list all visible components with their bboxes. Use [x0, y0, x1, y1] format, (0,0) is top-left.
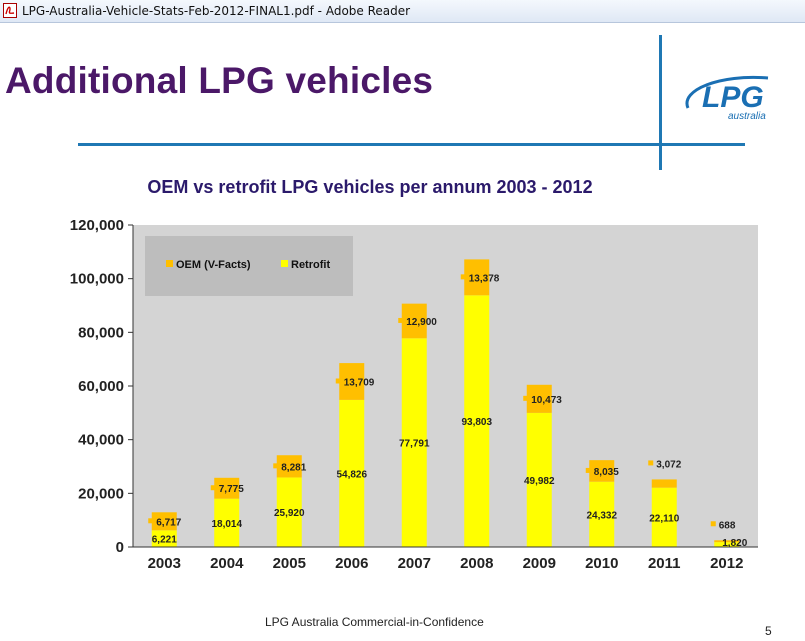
legend-oem-swatch: [166, 260, 173, 267]
legend-retrofit-label: Retrofit: [291, 259, 330, 271]
x-tick-2005: 2005: [273, 555, 306, 572]
chart-title: OEM vs retrofit LPG vehicles per annum 2…: [147, 177, 592, 197]
pdf-icon: [3, 3, 17, 18]
bar-oem-2008: [464, 259, 490, 296]
window-titlebar: LPG-Australia-Vehicle-Stats-Feb-2012-FIN…: [0, 0, 805, 23]
y-tick-label: 0: [116, 539, 124, 556]
bar-oem-2012: [714, 540, 740, 543]
y-tick-label: 100,000: [70, 271, 124, 288]
bar-retrofit-2009: [526, 412, 552, 547]
x-tick-2006: 2006: [335, 555, 368, 572]
label-oem-2009: 10,473: [531, 395, 562, 406]
y-tick-label: 120,000: [70, 217, 124, 234]
page-number: 5: [765, 624, 772, 638]
bar-chart: OEM vs retrofit LPG vehicles per annum 2…: [70, 177, 758, 572]
x-tick-2010: 2010: [585, 555, 618, 572]
label-oem-2004: 7,775: [219, 484, 244, 495]
marker-oem-2003: [148, 518, 154, 524]
y-tick-label: 60,000: [78, 378, 124, 395]
bar-retrofit-2012: [714, 542, 740, 547]
marker-oem-2008: [460, 274, 466, 280]
horizontal-rule: [78, 143, 745, 146]
bar-retrofit-2006: [339, 399, 365, 547]
marker-oem-2011: [648, 460, 654, 466]
bar-oem-2007: [401, 303, 427, 339]
bar-oem-2006: [339, 363, 365, 400]
label-retrofit-2006: 54,826: [336, 469, 367, 480]
x-tick-2011: 2011: [648, 555, 681, 572]
footer-text: LPG Australia Commercial-in-Confidence: [265, 615, 484, 629]
legend-oem-label: OEM (V-Facts): [176, 259, 251, 271]
marker-oem-2006: [335, 378, 341, 384]
legend-retrofit-swatch: [281, 260, 288, 267]
label-oem-2006: 13,709: [344, 377, 375, 388]
label-oem-2010: 8,035: [594, 467, 619, 478]
x-tick-2009: 2009: [523, 555, 556, 572]
x-tick-2007: 2007: [398, 555, 431, 572]
label-retrofit-2008: 93,803: [461, 417, 492, 428]
lpg-australia-logo: LPG australia: [685, 75, 769, 122]
label-oem-2012: 688: [719, 520, 736, 531]
label-retrofit-2004: 18,014: [211, 519, 242, 530]
label-retrofit-2007: 77,791: [399, 439, 430, 450]
bar-oem-2005: [276, 455, 302, 478]
bar-retrofit-2011: [651, 487, 677, 547]
label-retrofit-2012: 1,820: [722, 538, 747, 549]
label-retrofit-2010: 24,332: [586, 510, 617, 521]
marker-oem-2005: [273, 463, 279, 469]
bar-retrofit-2003: [151, 530, 177, 547]
bar-oem-2011: [651, 479, 677, 488]
bar-oem-2004: [214, 477, 240, 499]
bar-retrofit-2008: [464, 295, 490, 547]
y-tick-label: 40,000: [78, 432, 124, 449]
logo-text: LPG: [702, 81, 764, 114]
x-tick-2003: 2003: [148, 555, 181, 572]
y-tick-label: 80,000: [78, 324, 124, 341]
bar-retrofit-2007: [401, 338, 427, 547]
window-title: LPG-Australia-Vehicle-Stats-Feb-2012-FIN…: [22, 4, 411, 18]
marker-oem-2012: [710, 521, 716, 527]
marker-oem-2010: [585, 467, 591, 473]
legend-box: [145, 236, 353, 296]
y-tick-label: 20,000: [78, 485, 124, 502]
label-oem-2008: 13,378: [469, 273, 500, 284]
bar-retrofit-2004: [214, 498, 240, 547]
marker-oem-2004: [210, 485, 216, 491]
marker-oem-2009: [523, 395, 529, 401]
label-oem-2005: 8,281: [281, 462, 306, 473]
bar-oem-2009: [526, 384, 552, 413]
x-tick-2012: 2012: [710, 555, 743, 572]
x-tick-2004: 2004: [210, 555, 244, 572]
bar-retrofit-2010: [589, 481, 615, 547]
vertical-rule: [659, 35, 662, 170]
label-oem-2003: 6,717: [156, 517, 181, 528]
x-tick-2008: 2008: [460, 555, 493, 572]
label-oem-2007: 12,900: [406, 317, 437, 328]
bar-oem-2010: [589, 460, 615, 482]
label-retrofit-2009: 49,982: [524, 476, 555, 487]
bar-retrofit-2005: [276, 477, 302, 547]
label-retrofit-2005: 25,920: [274, 508, 305, 519]
bar-oem-2003: [151, 512, 177, 531]
marker-oem-2007: [398, 317, 404, 323]
label-retrofit-2011: 22,110: [649, 513, 679, 524]
label-oem-2011: 3,072: [656, 459, 681, 470]
label-retrofit-2003: 6,221: [152, 535, 177, 546]
slide-title: Additional LPG vehicles: [5, 60, 434, 101]
logo-subtext: australia: [728, 111, 766, 122]
